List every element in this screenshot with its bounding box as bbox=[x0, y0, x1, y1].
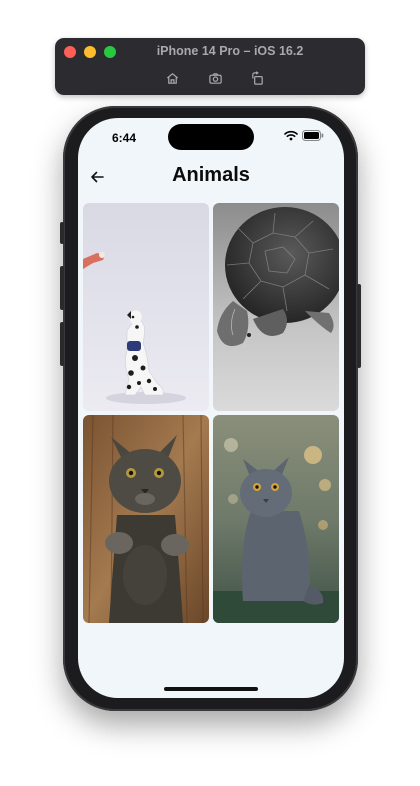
simulator-title: iPhone 14 Pro – iOS 16.2 bbox=[156, 44, 304, 58]
home-icon bbox=[166, 72, 178, 84]
home-indicator[interactable] bbox=[164, 687, 258, 691]
screenshot-button[interactable] bbox=[205, 68, 225, 88]
battery-icon bbox=[302, 130, 324, 141]
gallery-item-grey-cat[interactable] bbox=[213, 415, 339, 623]
gallery-item-turtle[interactable] bbox=[213, 203, 339, 411]
navigation-bar: Animals bbox=[78, 160, 344, 194]
rotate-button[interactable] bbox=[247, 68, 267, 88]
screenshot-icon bbox=[208, 72, 222, 84]
turtle-image bbox=[213, 203, 339, 411]
close-window-button[interactable] bbox=[64, 46, 76, 58]
simulator-window-bar: iPhone 14 Pro – iOS 16.2 bbox=[55, 38, 365, 95]
minimize-window-button[interactable] bbox=[84, 46, 96, 58]
gallery-item-standing-cat[interactable] bbox=[83, 415, 209, 623]
app-screen: 6:44 Animals bbox=[78, 118, 344, 698]
page-title: Animals bbox=[172, 164, 250, 186]
silent-switch bbox=[60, 222, 64, 244]
standing-cat-image bbox=[83, 415, 209, 623]
zoom-window-button[interactable] bbox=[104, 46, 116, 58]
home-button[interactable] bbox=[162, 68, 182, 88]
power-button bbox=[357, 284, 361, 368]
dalmatian-image bbox=[83, 203, 209, 411]
back-button[interactable] bbox=[86, 166, 108, 188]
gallery-item-dalmatian[interactable] bbox=[83, 203, 209, 411]
grey-cat-image bbox=[213, 415, 339, 623]
dynamic-island bbox=[168, 124, 254, 150]
image-grid bbox=[83, 203, 339, 623]
wifi-icon bbox=[284, 130, 298, 141]
volume-up-button bbox=[60, 266, 64, 310]
rotate-icon bbox=[251, 70, 263, 85]
status-time: 6:44 bbox=[112, 131, 137, 145]
back-arrow-icon bbox=[91, 171, 104, 183]
volume-down-button bbox=[60, 322, 64, 366]
